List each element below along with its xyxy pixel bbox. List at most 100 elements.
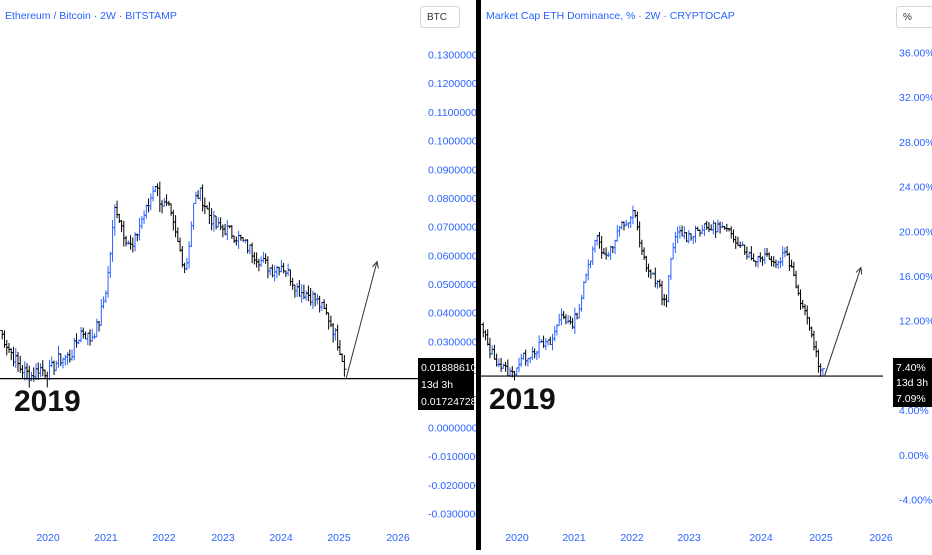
left-trend-arrow[interactable]: [345, 260, 379, 379]
left-candle: [70, 349, 75, 361]
left-candle: [65, 352, 70, 365]
right-candle: [767, 252, 772, 260]
left-candle: [322, 299, 327, 310]
right-price-label: 7.09%: [896, 393, 926, 405]
left-candle: [112, 204, 117, 236]
left-candle: [247, 244, 252, 255]
right-candle: [803, 304, 807, 316]
right-candle: [724, 223, 729, 232]
right-candle: [588, 260, 593, 269]
left-candle: [157, 181, 162, 213]
left-candle: [306, 285, 311, 302]
right-candle: [613, 239, 618, 255]
right-candle: [715, 219, 720, 233]
right-chart-svg[interactable]: 36.00% 32.00% 28.00% 24.00% 20.00% 16.00% 12.0…: [481, 0, 932, 550]
right-candle: [780, 246, 785, 267]
left-y-tick-label: 0.00000000: [428, 422, 476, 434]
left-candle: [175, 227, 180, 243]
right-candle: [606, 251, 611, 258]
right-candle: [501, 363, 506, 369]
right-candle: [530, 346, 535, 361]
left-candle: [2, 330, 7, 348]
left-candle: [218, 217, 223, 231]
left-candle: [88, 329, 93, 346]
right-candle: [677, 225, 682, 239]
left-candle: [85, 332, 90, 346]
left-candle: [47, 359, 52, 381]
right-candle: [816, 349, 821, 373]
left-candle: [297, 280, 302, 297]
left-price-label: 0.01724728: [421, 396, 476, 408]
left-candle: [272, 265, 277, 282]
right-candle: [635, 211, 640, 231]
left-x-tick-label: 2025: [327, 532, 351, 544]
left-candle: [171, 209, 176, 231]
left-x-tick-label: 2024: [269, 532, 293, 544]
right-candle: [671, 242, 676, 260]
left-candle: [130, 237, 135, 253]
right-candle: [528, 357, 533, 364]
left-candle: [22, 361, 27, 381]
left-candle: [205, 205, 210, 210]
left-candle: [29, 371, 34, 382]
left-candle: [128, 235, 133, 250]
left-candle: [200, 184, 205, 212]
right-candle: [487, 337, 492, 359]
right-x-tick-label: 2022: [620, 532, 644, 544]
left-candle: [148, 193, 153, 211]
right-candle: [630, 205, 635, 225]
right-y-tick-label: 36.00%: [899, 48, 932, 60]
right-candle: [519, 353, 524, 367]
left-candle: [115, 200, 120, 219]
right-y-tick-label: 16.00%: [899, 271, 932, 283]
right-candle: [546, 339, 551, 346]
left-candle: [126, 240, 131, 245]
right-candle: [566, 314, 571, 324]
right-candle: [579, 294, 584, 312]
right-candle: [809, 326, 814, 338]
left-candle: [191, 202, 196, 230]
left-candle: [299, 284, 304, 303]
right-x-tick-label: 2021: [562, 532, 586, 544]
left-candle: [245, 239, 250, 254]
left-price-label: 0.01888610: [421, 362, 476, 374]
right-chart-panel[interactable]: 36.00% 32.00% 28.00% 24.00% 20.00% 16.00% 12.0…: [481, 0, 932, 550]
right-x-tick-label: 2023: [677, 532, 701, 544]
right-candle: [668, 257, 673, 281]
right-candle: [733, 235, 738, 249]
left-candle: [290, 277, 295, 290]
left-price-label-group: 0.01888610 13d 3h 0.01724728: [418, 358, 477, 410]
left-candle: [90, 329, 95, 342]
left-candle: [211, 211, 216, 232]
left-candle: [54, 360, 59, 371]
left-candle: [337, 340, 342, 356]
panel-divider[interactable]: [476, 0, 481, 550]
left-unit-button[interactable]: BTC: [420, 6, 460, 28]
left-y-tick-label: -0.01000000: [428, 451, 476, 463]
left-candle: [265, 256, 270, 279]
right-candle: [642, 247, 647, 260]
right-candle: [807, 316, 812, 331]
right-candle: [796, 284, 801, 296]
right-trend-arrow[interactable]: [824, 266, 863, 377]
right-x-tick-label: 2025: [809, 532, 833, 544]
right-candle: [537, 335, 542, 359]
left-candle: [214, 215, 219, 230]
left-candle: [7, 342, 12, 353]
right-unit-button[interactable]: %: [896, 6, 932, 28]
right-candle: [820, 368, 825, 377]
right-candle: [776, 260, 781, 269]
left-candle: [250, 242, 255, 264]
right-y-tick-label: 28.00%: [899, 137, 932, 149]
right-candle: [706, 221, 711, 232]
right-y-tick-label: 20.00%: [899, 226, 932, 238]
right-candle: [514, 367, 519, 376]
left-candle: [139, 216, 144, 229]
left-candle: [281, 262, 286, 274]
